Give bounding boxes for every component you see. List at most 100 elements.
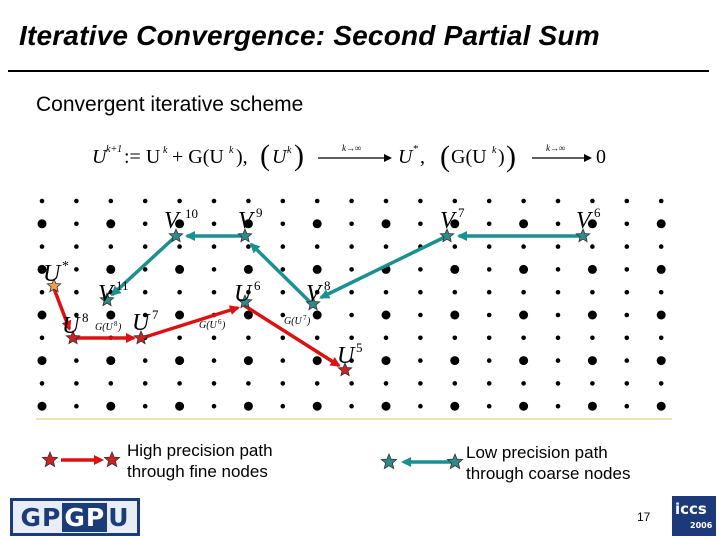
fine-node: [452, 381, 458, 386]
fine-node: [555, 335, 561, 341]
fine-node: [555, 289, 561, 295]
legend-high-precision-text: High precision path through fine nodes: [127, 441, 273, 481]
fine-node: [555, 267, 561, 272]
coarse-node: [312, 219, 322, 229]
coarse-node: [106, 356, 116, 366]
gpgpu-logo: GP GP U: [10, 498, 140, 536]
fine-node: [39, 335, 45, 341]
coarse-node: [106, 401, 116, 411]
fine-node: [521, 244, 526, 249]
fine-node: [142, 403, 148, 409]
label-v6: V: [576, 208, 593, 234]
fine-node: [452, 198, 458, 204]
coarse-node: [175, 401, 185, 411]
fine-node: [486, 403, 492, 409]
fine-node: [74, 403, 79, 409]
fine-node: [658, 244, 664, 249]
fine-node: [383, 244, 389, 249]
fine-node: [246, 335, 251, 341]
coarse-node: [106, 310, 116, 320]
fine-node: [142, 289, 148, 295]
fine-node: [349, 198, 354, 204]
coarse-node: [450, 264, 460, 274]
title-divider: [8, 70, 709, 72]
fine-node: [142, 312, 148, 318]
fine-node: [521, 289, 526, 295]
fine-node: [39, 244, 45, 249]
fine-node: [74, 358, 79, 363]
fine-node: [142, 267, 148, 272]
fine-node: [624, 198, 630, 204]
coarse-node: [656, 264, 666, 274]
fine-node: [555, 244, 561, 249]
svg-text:U: U: [92, 146, 108, 168]
fine-node: [280, 381, 286, 386]
fine-node: [39, 198, 45, 204]
label-v8: V: [306, 281, 323, 307]
node-star-u5: [337, 361, 353, 377]
svg-text:,: ,: [420, 146, 425, 168]
legend-low-precision-text: Low precision path through coarse nodes: [466, 443, 631, 483]
coarse-node: [450, 219, 460, 229]
fine-node: [521, 335, 526, 341]
svg-text:): ): [498, 146, 505, 168]
fine-node: [349, 358, 354, 363]
fine-node: [555, 312, 561, 318]
fine-node: [590, 335, 595, 341]
fine-node: [246, 198, 251, 204]
svg-text:6: 6: [218, 318, 222, 326]
coarse-node: [243, 219, 253, 229]
coarse-node: [656, 310, 666, 320]
fine-node: [486, 335, 492, 341]
coarse-node: [519, 310, 529, 320]
coarse-node: [37, 356, 47, 366]
node-star-u-star: [46, 277, 62, 293]
fine-node: [280, 221, 286, 227]
coarse-node: [312, 264, 322, 274]
label-u7: U: [132, 310, 151, 336]
fine-node: [418, 381, 423, 386]
fine-node: [624, 221, 630, 227]
coarse-node: [312, 310, 322, 320]
fine-node: [314, 244, 320, 249]
fine-node: [211, 403, 217, 409]
fine-node: [624, 403, 630, 409]
node-star-u6: [237, 293, 253, 309]
svg-text:),: ),: [236, 146, 248, 168]
fine-node: [486, 244, 492, 249]
svg-text:k: k: [492, 145, 497, 156]
fine-node: [177, 198, 182, 204]
coarse-node: [519, 401, 529, 411]
page-number: 17: [637, 510, 651, 524]
coarse-node: [243, 401, 253, 411]
fine-node: [177, 335, 182, 341]
svg-text:8: 8: [114, 320, 118, 328]
fine-node: [486, 221, 492, 227]
fine-node: [211, 381, 217, 386]
label-u5: U: [337, 343, 356, 369]
svg-text:): ): [294, 139, 304, 172]
fine-node: [314, 381, 320, 386]
fine-node: [108, 381, 114, 386]
coarse-node: [37, 219, 47, 229]
label-v10: V: [164, 208, 181, 234]
fine-node: [555, 403, 561, 409]
svg-text:8: 8: [82, 310, 89, 325]
fine-node: [280, 267, 286, 272]
fine-node: [74, 289, 79, 295]
svg-text:U: U: [272, 146, 288, 168]
svg-text::= U: := U: [124, 146, 161, 168]
coarse-node: [381, 356, 391, 366]
svg-text:6: 6: [254, 278, 261, 293]
svg-text:): ): [306, 316, 311, 327]
fine-node: [418, 403, 423, 409]
coarse-node: [656, 401, 666, 411]
coarse-node: [37, 310, 47, 320]
fine-node: [418, 267, 423, 272]
fine-node: [280, 198, 286, 204]
fine-node: [314, 335, 320, 341]
coarse-node: [106, 264, 116, 274]
fine-node: [349, 335, 354, 341]
coarse-node: [519, 219, 529, 229]
